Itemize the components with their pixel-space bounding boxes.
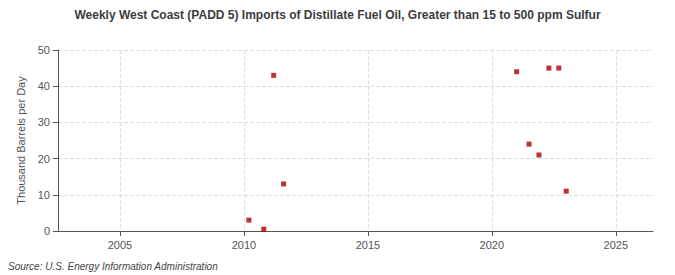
svg-text:2010: 2010 bbox=[232, 239, 256, 251]
svg-text:Weekly West Coast (PADD 5) Imp: Weekly West Coast (PADD 5) Imports of Di… bbox=[74, 8, 600, 22]
svg-text:30: 30 bbox=[38, 116, 50, 128]
svg-text:2025: 2025 bbox=[604, 239, 628, 251]
svg-text:2020: 2020 bbox=[480, 239, 504, 251]
svg-text:10: 10 bbox=[38, 189, 50, 201]
svg-text:40: 40 bbox=[38, 80, 50, 92]
svg-text:50: 50 bbox=[38, 44, 50, 56]
svg-text:Source: U.S. Energy Informatio: Source: U.S. Energy Information Administ… bbox=[8, 261, 218, 272]
svg-text:0: 0 bbox=[44, 225, 50, 237]
svg-text:20: 20 bbox=[38, 153, 50, 165]
svg-text:2005: 2005 bbox=[108, 239, 132, 251]
svg-text:Thousand Barrels per Day: Thousand Barrels per Day bbox=[15, 76, 27, 205]
svg-text:2015: 2015 bbox=[356, 239, 380, 251]
